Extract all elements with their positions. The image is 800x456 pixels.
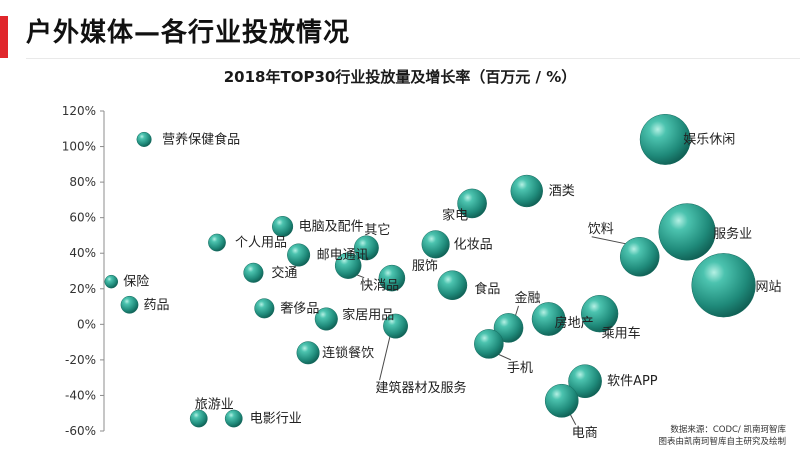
leader-line <box>379 333 392 381</box>
bubble-point <box>208 233 226 252</box>
y-tick-label: -40% <box>65 388 96 402</box>
bubble-label: 乘用车 <box>602 326 641 342</box>
y-tick-label: 40% <box>69 246 96 260</box>
bubble-point <box>493 313 524 343</box>
bubble-point <box>544 383 579 418</box>
bubble-label: 服饰 <box>412 259 438 274</box>
bubble-label: 奢侈品 <box>280 301 319 316</box>
y-tick-label: 0% <box>77 317 96 331</box>
bubble-label: 建筑器材及服务 <box>376 380 467 396</box>
bubble-label: 金融 <box>515 290 541 306</box>
bubble-point <box>243 262 264 283</box>
bubble-point <box>287 243 311 267</box>
bubble-point <box>378 264 406 292</box>
bubble-label: 个人用品 <box>235 236 287 251</box>
bubble-label: 酒类 <box>549 184 575 199</box>
bubble-point <box>189 409 208 428</box>
bubble-label: 网站 <box>756 280 782 295</box>
y-tick-label: 20% <box>69 282 96 296</box>
bubble-label: 营养保健食品 <box>162 131 240 147</box>
bubble-point <box>580 295 619 333</box>
bubble-point <box>658 203 716 261</box>
source-line-2: 图表由凯南珂智库自主研究及绘制 <box>658 437 786 447</box>
bubble-point <box>568 364 602 399</box>
y-tick-label: 120% <box>62 104 96 118</box>
bubble-label: 娱乐休闲 <box>683 132 735 147</box>
bubble-point <box>619 237 660 277</box>
bubble-label: 饮料 <box>588 222 614 237</box>
y-tick-label: 60% <box>69 211 96 225</box>
bubble-label: 软件APP <box>607 374 658 389</box>
bubble-label: 邮电通讯 <box>317 248 369 263</box>
bubble-point <box>457 188 487 219</box>
title-divider <box>26 58 800 59</box>
page-title: 户外媒体—各行业投放情况 <box>26 18 351 48</box>
bubble-label: 其它 <box>364 222 390 238</box>
bubble-label: 快消品 <box>360 279 399 294</box>
source-line-1: 数据来源：CODC/ 凯南珂智库 <box>670 425 786 435</box>
bubble-label: 食品 <box>474 281 500 297</box>
y-tick-label: -60% <box>65 424 96 438</box>
bubble-label: 家电 <box>442 207 468 223</box>
bubble-point <box>383 313 408 339</box>
bubble-point <box>510 174 543 208</box>
bubble-label: 电商 <box>572 426 598 441</box>
bubble-point <box>691 253 756 318</box>
bubble-label: 电影行业 <box>250 412 302 427</box>
bubble-label: 家居用品 <box>342 307 394 323</box>
bubble-point <box>314 307 338 331</box>
bubble-point <box>296 341 320 365</box>
bubble-label: 化妆品 <box>454 237 493 252</box>
bubble-label: 电脑及配件 <box>299 220 364 235</box>
bubble-point <box>104 274 119 289</box>
bubble-point <box>136 131 152 147</box>
y-tick-label: -20% <box>65 353 96 367</box>
bubble-point <box>120 295 139 314</box>
bubble-label: 服务业 <box>713 226 752 242</box>
bubble-point <box>421 230 450 259</box>
bubble-label: 连锁餐饮 <box>322 345 374 361</box>
bubble-label: 房地产 <box>555 315 594 331</box>
bubble-point <box>224 409 243 428</box>
bubble-point <box>531 302 566 336</box>
bubble-point <box>254 298 275 319</box>
bubble-point <box>334 252 362 279</box>
bubble-point <box>272 216 294 238</box>
bubble-point <box>437 270 468 301</box>
title-accent-bar <box>0 16 8 58</box>
y-tick-label: 80% <box>69 175 96 189</box>
y-tick-label: 100% <box>62 140 96 154</box>
source-note: 数据来源：CODC/ 凯南珂智库 图表由凯南珂智库自主研究及绘制 <box>658 424 786 448</box>
bubble-label: 药品 <box>144 298 170 313</box>
bubble-point <box>639 113 691 165</box>
chart-title: 2018年TOP30行业投放量及增长率（百万元 / %） <box>223 68 577 86</box>
bubble-label: 保险 <box>123 275 149 290</box>
bubble-label: 旅游业 <box>195 398 234 413</box>
bubble-point <box>474 329 504 359</box>
bubble-label: 交通 <box>271 265 297 281</box>
bubble-label: 手机 <box>507 361 533 376</box>
bubble-point <box>353 235 379 261</box>
